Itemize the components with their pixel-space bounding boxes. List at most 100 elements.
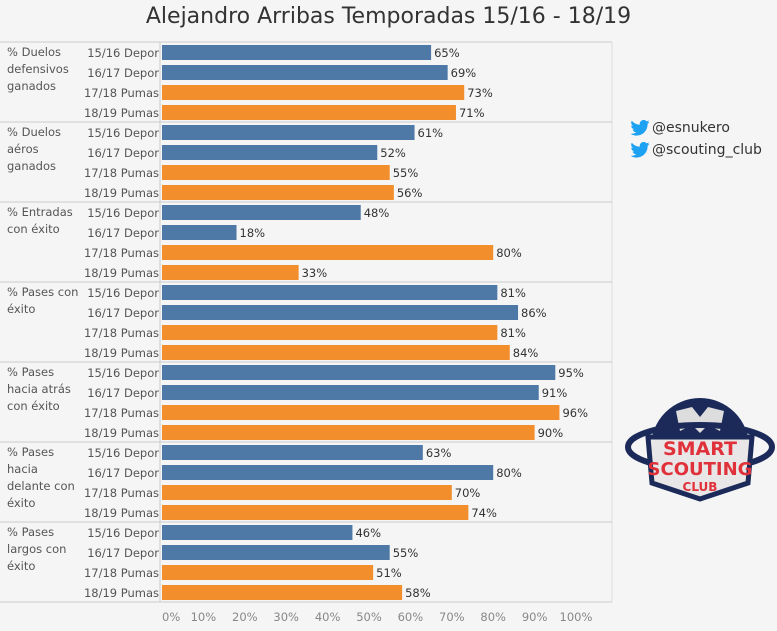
bar [162, 225, 237, 240]
data-label: 90% [538, 426, 564, 440]
bar [162, 45, 432, 60]
x-tick-label: 70% [439, 610, 465, 624]
logo-text: SMART [663, 438, 737, 460]
bar [162, 285, 498, 300]
group-label: % Pases [7, 525, 54, 539]
bar [162, 85, 465, 100]
data-label: 55% [393, 166, 419, 180]
bar [162, 385, 539, 400]
bar [162, 445, 423, 460]
bar [162, 465, 494, 480]
bar [162, 525, 353, 540]
twitter-handle-2[interactable]: @scouting_club [630, 142, 762, 158]
season-label: 15/16 Depor [87, 126, 159, 140]
data-label: 61% [418, 126, 444, 140]
season-label: 16/17 Depor [87, 466, 159, 480]
season-label: 16/17 Depor [87, 66, 159, 80]
group-label: % Pases [7, 445, 54, 459]
group-label: defensivos [7, 62, 69, 76]
group-label: hacia [7, 462, 38, 476]
bar [162, 165, 390, 180]
bar [162, 185, 394, 200]
season-label: 17/18 Pumas [84, 86, 159, 100]
group-label: éxito [7, 559, 35, 573]
bar [162, 485, 452, 500]
group-label: con éxito [7, 399, 60, 413]
x-tick-label: 0% [162, 610, 180, 624]
group-label: éxito [7, 302, 35, 316]
group-label: delante con [7, 479, 75, 493]
data-label: 65% [434, 46, 460, 60]
twitter-handle-text: @esnukero [652, 120, 730, 136]
group-label: % Entradas [7, 205, 73, 219]
group-label: % Pases con [7, 285, 78, 299]
season-label: 15/16 Depor [87, 366, 159, 380]
season-label: 15/16 Depor [87, 286, 159, 300]
bar [162, 105, 456, 120]
season-label: 18/19 Pumas [84, 266, 159, 280]
season-label: 16/17 Depor [87, 146, 159, 160]
season-label: 16/17 Depor [87, 546, 159, 560]
season-label: 17/18 Pumas [84, 486, 159, 500]
data-label: 46% [355, 526, 381, 540]
smart-scouting-club-logo: SMART SCOUTING CLUB [625, 398, 775, 502]
data-label: 18% [240, 226, 266, 240]
data-label: 71% [459, 106, 485, 120]
data-label: 81% [500, 286, 526, 300]
logo-text: CLUB [683, 480, 718, 494]
bar [162, 365, 556, 380]
data-label: 80% [496, 466, 522, 480]
data-label: 56% [397, 186, 423, 200]
group-label: hacia atrás [7, 382, 71, 396]
x-tick-label: 30% [273, 610, 299, 624]
twitter-icon [630, 120, 650, 136]
x-tick-label: 20% [232, 610, 258, 624]
season-label: 16/17 Depor [87, 226, 159, 240]
data-label: 81% [500, 326, 526, 340]
data-label: 80% [496, 246, 522, 260]
twitter-icon [630, 142, 650, 158]
season-label: 16/17 Depor [87, 386, 159, 400]
bar [162, 585, 403, 600]
bar [162, 145, 378, 160]
season-label: 15/16 Depor [87, 46, 159, 60]
group-label: % Pases [7, 365, 54, 379]
bar [162, 425, 535, 440]
data-label: 70% [455, 486, 481, 500]
twitter-handle-1[interactable]: @esnukero [630, 120, 730, 136]
bar [162, 205, 361, 220]
data-label: 48% [364, 206, 390, 220]
x-tick-label: 90% [522, 610, 548, 624]
season-label: 15/16 Depor [87, 446, 159, 460]
group-label: con éxito [7, 222, 60, 236]
bar [162, 265, 299, 280]
season-label: 18/19 Pumas [84, 186, 159, 200]
data-label: 51% [376, 566, 402, 580]
bar [162, 405, 560, 420]
data-label: 52% [380, 146, 406, 160]
group-label: ganados [7, 159, 56, 173]
logo-text: SCOUTING [648, 459, 753, 480]
season-label: 17/18 Pumas [84, 166, 159, 180]
season-label: 17/18 Pumas [84, 326, 159, 340]
data-label: 58% [405, 586, 431, 600]
x-tick-label: 60% [398, 610, 424, 624]
group-label: % Duelos [7, 125, 61, 139]
data-label: 73% [467, 86, 493, 100]
data-label: 86% [521, 306, 547, 320]
season-label: 15/16 Depor [87, 206, 159, 220]
bar [162, 125, 415, 140]
season-label: 17/18 Pumas [84, 566, 159, 580]
x-tick-label: 100% [560, 610, 593, 624]
group-label: ganados [7, 79, 56, 93]
season-label: 18/19 Pumas [84, 506, 159, 520]
data-label: 96% [562, 406, 588, 420]
season-label: 18/19 Pumas [84, 346, 159, 360]
data-label: 63% [426, 446, 452, 460]
bar [162, 305, 519, 320]
data-label: 33% [302, 266, 328, 280]
data-label: 95% [558, 366, 584, 380]
bar [162, 345, 510, 360]
